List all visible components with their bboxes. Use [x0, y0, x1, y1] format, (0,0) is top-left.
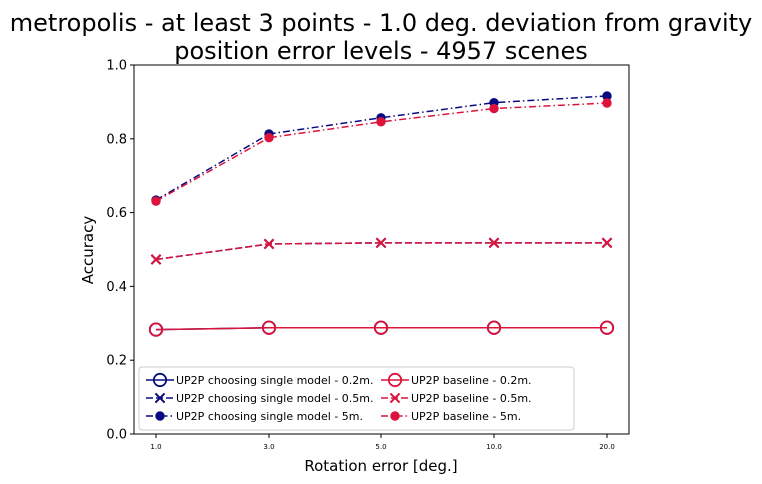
chart-title-line-2: position error levels - 4957 scenes [174, 37, 588, 65]
legend-marker [155, 411, 165, 421]
data-point [151, 196, 161, 206]
series-layer [148, 91, 615, 337]
data-point [148, 322, 164, 337]
series-5 [150, 237, 613, 265]
legend-item: UP2P baseline - 0.2m. [381, 372, 532, 388]
legend-marker [152, 372, 168, 388]
data-point [375, 237, 387, 249]
x-tick-label: 20.0 [599, 443, 615, 451]
legend-label: UP2P baseline - 5m. [411, 410, 521, 423]
x-tick-label: 3.0 [263, 443, 274, 451]
x-tick-label: 1.0 [150, 443, 161, 451]
y-tick-label: 0.8 [106, 132, 127, 147]
data-point [264, 132, 274, 143]
data-point [376, 117, 386, 127]
legend-label: UP2P baseline - 0.5m. [411, 392, 532, 405]
data-point [489, 103, 499, 114]
y-tick-label: 0.0 [106, 428, 127, 443]
y-tick-label: 0.4 [106, 280, 127, 295]
x-axis-ticks: 1.0 3.0 5.0 10.0 20.0 [150, 434, 615, 451]
data-point [602, 98, 612, 108]
legend-label: UP2P baseline - 0.2m. [411, 374, 532, 387]
data-point [601, 237, 613, 249]
data-point [373, 320, 389, 335]
chart-title-line-1: metropolis - at least 3 points - 1.0 deg… [10, 9, 752, 37]
y-axis-ticks: 0.0 0.2 0.4 0.6 0.8 1.0 [106, 59, 134, 443]
series-6 [151, 98, 612, 206]
legend-item: UP2P choosing single model - 0.2m. [146, 372, 374, 388]
legend-marker [389, 392, 401, 404]
legend-marker [387, 372, 403, 388]
legend-item: UP2P baseline - 0.5m. [381, 392, 532, 405]
plot-frame [133, 64, 630, 435]
legend-label: UP2P choosing single model - 0.2m. [176, 374, 374, 387]
series-line [155, 326, 607, 331]
data-point [488, 237, 500, 249]
series-line [155, 95, 608, 201]
x-axis-label: Rotation error [deg.] [304, 457, 457, 475]
data-point [263, 238, 275, 250]
data-point [261, 320, 277, 335]
x-tick-label: 5.0 [375, 443, 386, 451]
legend-item: UP2P choosing single model - 5m. [146, 410, 363, 423]
legend-marker [390, 411, 400, 421]
legend-label: UP2P choosing single model - 0.5m. [176, 392, 374, 405]
y-tick-label: 1.0 [106, 59, 127, 74]
legend-item: UP2P choosing single model - 0.5m. [146, 392, 374, 405]
legend-box [138, 366, 575, 431]
series-4 [148, 320, 615, 337]
legend: UP2P choosing single model - 0.2m. UP2P c… [138, 366, 575, 431]
y-tick-label: 0.6 [106, 206, 127, 221]
data-point [486, 320, 502, 335]
x-tick-label: 10.0 [486, 443, 502, 451]
legend-label: UP2P choosing single model - 5m. [176, 410, 363, 423]
data-point [599, 320, 615, 335]
y-tick-label: 0.2 [106, 354, 127, 369]
legend-marker [154, 392, 166, 404]
y-axis-label: Accuracy [79, 216, 97, 285]
data-point [150, 254, 162, 265]
legend-item: UP2P baseline - 5m. [381, 410, 521, 423]
